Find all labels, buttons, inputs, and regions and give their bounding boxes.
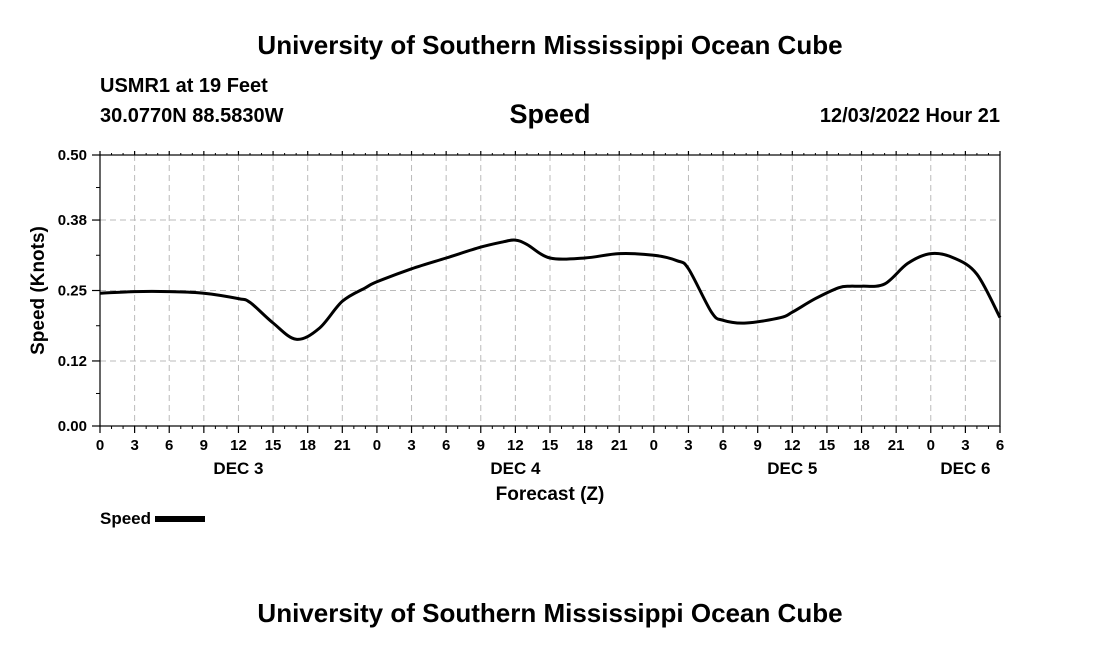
- x-tick-label: 12: [507, 437, 524, 454]
- x-tick-label: 9: [477, 437, 485, 454]
- axis-ticks: [92, 151, 1001, 433]
- x-tick-label: 21: [611, 437, 628, 454]
- x-tick-label: 18: [299, 437, 316, 454]
- x-tick-label: 9: [754, 437, 762, 454]
- x-tick-label: 3: [961, 437, 969, 454]
- date-label: DEC 6: [940, 459, 990, 478]
- x-tick-label: 18: [853, 437, 870, 454]
- y-tick-label: 0.00: [58, 418, 87, 435]
- x-tick-label: 0: [650, 437, 658, 454]
- x-tick-label: 12: [230, 437, 247, 454]
- chart-title: Speed: [509, 99, 591, 129]
- x-tick-label: 3: [407, 437, 415, 454]
- date-label: DEC 3: [213, 459, 263, 478]
- x-tick-label: 6: [442, 437, 450, 454]
- x-tick-label: 18: [576, 437, 593, 454]
- legend-label: Speed: [100, 509, 152, 528]
- page-title: University of Southern Mississippi Ocean…: [257, 30, 843, 60]
- x-tick-label: 0: [96, 437, 104, 454]
- x-tick-label: 9: [200, 437, 208, 454]
- x-tick-label: 6: [996, 437, 1004, 454]
- x-tick-label: 0: [927, 437, 935, 454]
- legend: Speed: [100, 509, 206, 529]
- speed-series-line: [99, 238, 1002, 341]
- forecast-timestamp: 12/03/2022 Hour 21: [819, 105, 1000, 127]
- x-tick-label: 15: [819, 437, 836, 454]
- axis-labels: 0 3 6 9 12 15 18 21 0 3 6 9 12 15 18 21 0 3 6 9 12 15 18 21 0 3 6 0…: [58, 147, 1004, 478]
- x-axis-title: Forecast (Z): [496, 484, 605, 505]
- station-label: USMR1 at 19 Feet: [100, 75, 268, 97]
- x-tick-label: 21: [334, 437, 351, 454]
- legend-swatch: [155, 516, 206, 522]
- x-tick-label: 6: [719, 437, 727, 454]
- x-tick-label: 0: [373, 437, 381, 454]
- x-tick-label: 15: [265, 437, 282, 454]
- x-tick-label: 3: [684, 437, 692, 454]
- x-tick-label: 6: [165, 437, 173, 454]
- date-label: DEC 5: [767, 459, 817, 478]
- x-tick-label: 3: [130, 437, 138, 454]
- y-tick-label: 0.12: [58, 353, 87, 370]
- y-tick-label: 0.38: [58, 212, 87, 229]
- y-tick-label: 0.25: [58, 283, 87, 300]
- y-tick-label: 0.50: [58, 147, 87, 164]
- x-tick-label: 15: [542, 437, 559, 454]
- coordinates-label: 30.0770N 88.5830W: [100, 105, 284, 127]
- x-tick-label: 12: [784, 437, 801, 454]
- y-axis-title: Speed (Knots): [28, 226, 49, 355]
- grid: [100, 154, 1000, 426]
- x-tick-label: 21: [888, 437, 905, 454]
- footer-title: University of Southern Mississippi Ocean…: [257, 598, 843, 628]
- date-label: DEC 4: [490, 459, 541, 478]
